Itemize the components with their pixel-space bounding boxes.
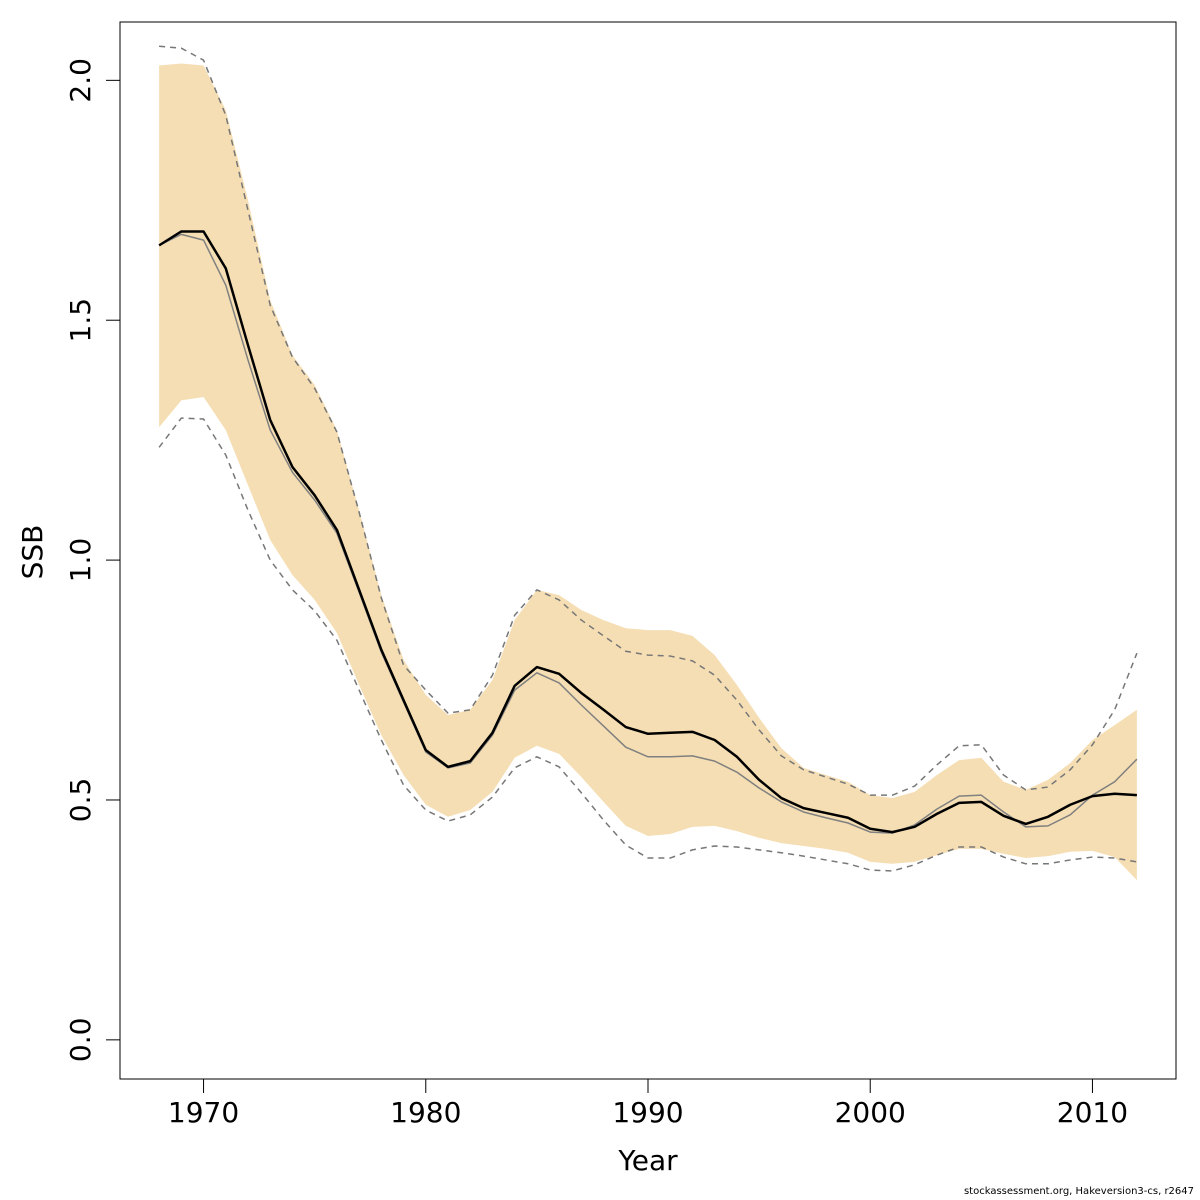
- series-line: [158, 233, 1138, 834]
- x-axis-label: Year: [617, 1144, 678, 1177]
- y-tick-label: 0.0: [64, 1018, 97, 1063]
- x-tick-label: 2010: [1057, 1096, 1128, 1129]
- y-tick-label: 2.0: [64, 58, 97, 103]
- y-tick-label: 1.5: [64, 298, 97, 343]
- x-tick-label: 1990: [612, 1096, 683, 1129]
- y-tick-label: 1.0: [64, 538, 97, 583]
- footnote: stockassessment.org, Hakeversion3-cs, r2…: [964, 1186, 1194, 1197]
- x-tick-label: 2000: [835, 1096, 906, 1129]
- series-line: [158, 417, 1138, 872]
- y-tick-label: 0.5: [64, 778, 97, 823]
- x-tick-label: 1980: [390, 1096, 461, 1129]
- x-tick-label: 1970: [168, 1096, 239, 1129]
- y-axis-label: SSB: [16, 525, 49, 580]
- series-line: [159, 45, 1138, 796]
- series-line: [158, 230, 1137, 834]
- confidence-band: [159, 63, 1137, 881]
